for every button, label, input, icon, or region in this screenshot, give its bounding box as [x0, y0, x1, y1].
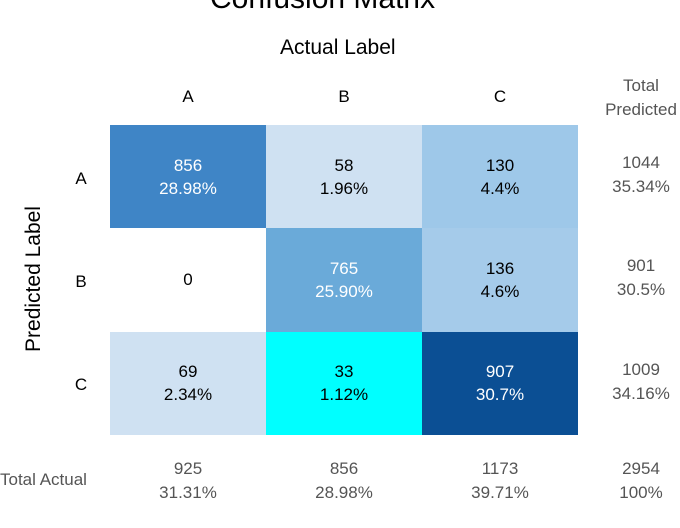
- cell-count: 136: [485, 258, 515, 278]
- cell-percent: 1.12%: [319, 385, 369, 405]
- grand-total: 2954 100%: [586, 457, 680, 505]
- cell-pred-c-actual-b: 33 1.12%: [266, 331, 422, 435]
- total-actual-c: 1173 39.71%: [422, 457, 578, 505]
- row-header-c: C: [74, 375, 88, 394]
- total-predicted-a: 1044 35.34%: [586, 151, 680, 199]
- cell-count: 130: [485, 155, 515, 175]
- total-pct: 31.31%: [159, 483, 217, 502]
- cell-count: 856: [173, 155, 203, 175]
- cell-pred-a-actual-b: 58 1.96%: [266, 125, 422, 229]
- total-count: 901: [626, 256, 656, 276]
- total-count: 925: [173, 459, 203, 478]
- total-count: 1173: [481, 459, 519, 478]
- cell-count: 69: [178, 362, 198, 382]
- total-pct: 35.34%: [612, 177, 670, 196]
- cell-percent: 30.7%: [475, 385, 525, 405]
- cell-count: 58: [334, 155, 354, 175]
- cell-pred-b-actual-b: 765 25.90%: [266, 228, 422, 332]
- total-predicted-header: Total Predicted: [586, 74, 680, 122]
- total-pct: 39.71%: [471, 483, 529, 502]
- cell-pred-b-actual-c: 136 4.6%: [422, 228, 578, 332]
- cell-percent: 1.96%: [319, 178, 369, 198]
- cell-pred-c-actual-c: 907 30.7%: [422, 331, 578, 435]
- total-actual-label: Total Actual: [0, 470, 87, 489]
- total-predicted-header-line1: Total: [623, 76, 659, 95]
- cell-percent: 28.98%: [159, 178, 217, 198]
- cell-pred-b-actual-a: 0: [110, 228, 266, 332]
- cell-count: 33: [334, 362, 354, 382]
- cell-percent: 2.34%: [163, 385, 213, 405]
- total-count: 1009: [622, 359, 660, 379]
- cell-pred-a-actual-c: 130 4.4%: [422, 125, 578, 229]
- total-actual-b: 856 28.98%: [266, 457, 422, 505]
- total-pct: 100%: [619, 483, 663, 502]
- total-pct: 30.5%: [616, 280, 666, 300]
- total-predicted-b: 901 30.5%: [586, 254, 680, 302]
- cell-count: 765: [329, 258, 359, 278]
- total-actual-a: 925 31.31%: [110, 457, 266, 505]
- total-predicted-c: 1009 34.16%: [586, 358, 680, 406]
- row-header-a: A: [75, 169, 87, 188]
- column-header-a: A: [182, 87, 194, 106]
- total-count: 856: [329, 459, 359, 478]
- total-predicted-header-line2: Predicted: [605, 100, 677, 119]
- cell-pred-c-actual-a: 69 2.34%: [110, 331, 266, 435]
- row-header-b: B: [75, 272, 87, 291]
- cell-count: 0: [183, 270, 193, 290]
- column-header-c: C: [493, 87, 507, 106]
- cell-count: 907: [485, 362, 515, 382]
- x-axis-label: Actual Label: [280, 36, 396, 59]
- y-axis-label: Predicted Label: [22, 206, 45, 352]
- column-header-b: B: [338, 87, 350, 106]
- cell-percent: 4.4%: [480, 178, 520, 198]
- chart-title: Confusion Matrix: [210, 0, 435, 16]
- total-pct: 34.16%: [612, 383, 670, 403]
- total-count: 1044: [622, 153, 660, 172]
- cell-percent: 25.90%: [315, 281, 373, 301]
- cell-pred-a-actual-a: 856 28.98%: [110, 125, 266, 229]
- total-pct: 28.98%: [315, 483, 373, 502]
- cell-percent: 4.6%: [480, 281, 520, 301]
- total-count: 2954: [622, 459, 660, 478]
